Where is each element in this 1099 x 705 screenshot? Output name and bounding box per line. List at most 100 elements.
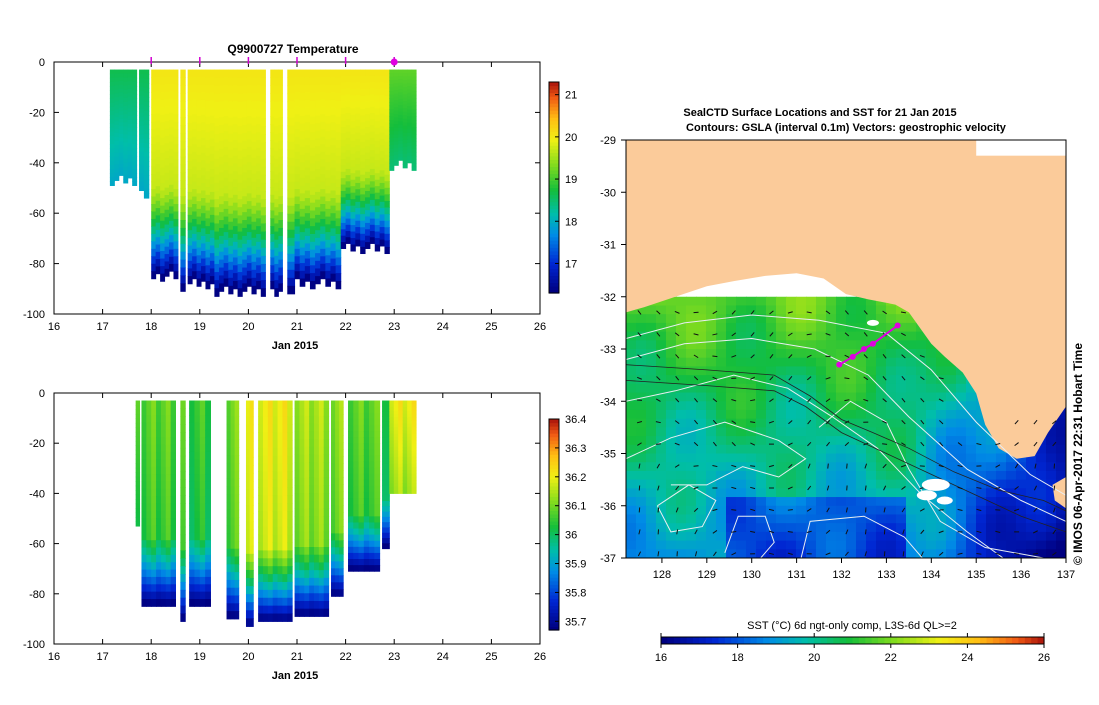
salinity-cell bbox=[382, 401, 390, 407]
temperature-cell bbox=[238, 78, 243, 87]
temperature-cell bbox=[350, 206, 355, 213]
sst-cell bbox=[1056, 549, 1067, 559]
sst-cell bbox=[666, 506, 677, 516]
salinity-cell bbox=[299, 485, 304, 493]
salinity-cell bbox=[268, 574, 273, 582]
temperature-cell bbox=[233, 77, 238, 85]
temperature-cell bbox=[238, 207, 243, 216]
salinity-cell bbox=[227, 494, 232, 502]
salinity-cell bbox=[394, 404, 399, 408]
temperature-cell bbox=[256, 101, 261, 109]
temperature-cell bbox=[110, 94, 115, 99]
sst-cell bbox=[836, 366, 847, 376]
sst-cell bbox=[826, 471, 837, 481]
salinity-cell bbox=[268, 416, 273, 424]
temperature-cell bbox=[370, 175, 375, 182]
temperature-cell bbox=[139, 178, 144, 183]
sst-colorbar-swatch bbox=[808, 637, 815, 644]
salinity-cell bbox=[359, 474, 365, 481]
salinity-cell bbox=[246, 497, 250, 506]
salinity-cell bbox=[389, 460, 394, 464]
salinity-cell bbox=[394, 444, 399, 448]
temperature-cell bbox=[110, 119, 115, 124]
sst-cell bbox=[856, 497, 867, 507]
temperature-cell bbox=[201, 236, 206, 244]
salinity-cell bbox=[299, 416, 304, 424]
salinity-cell bbox=[263, 582, 268, 590]
temperature-cell bbox=[210, 246, 215, 254]
temperature-cell bbox=[305, 70, 311, 78]
salinity-cell bbox=[309, 454, 314, 462]
sst-cell bbox=[876, 523, 887, 533]
salinity-cell bbox=[278, 495, 283, 503]
salinity-cell bbox=[403, 410, 408, 414]
salinity-cell bbox=[151, 401, 156, 409]
temperature-cell bbox=[119, 153, 124, 157]
temperature-cell bbox=[278, 133, 283, 141]
sst-cell bbox=[816, 384, 827, 394]
temperature-cell bbox=[110, 161, 115, 166]
temperature-cell bbox=[261, 167, 266, 176]
sst-cell bbox=[796, 506, 807, 516]
salinity-cell bbox=[263, 535, 268, 543]
sst-cell bbox=[686, 480, 697, 490]
temperature-cell bbox=[192, 226, 197, 234]
salinity-cell bbox=[250, 465, 254, 474]
salinity-cell bbox=[331, 491, 336, 498]
salinity-cell bbox=[146, 555, 151, 563]
sst-cell bbox=[686, 305, 697, 315]
temperature-cell bbox=[132, 90, 137, 95]
salinity-cell bbox=[227, 549, 232, 557]
salinity-cell bbox=[335, 512, 340, 519]
salinity-cell bbox=[324, 547, 329, 555]
salinity-cell bbox=[331, 512, 336, 519]
salinity-cell bbox=[394, 434, 399, 438]
temperature-cell bbox=[173, 249, 178, 257]
salinity-cell bbox=[205, 437, 211, 445]
temperature-cell bbox=[341, 178, 346, 185]
salinity-cell bbox=[156, 570, 161, 578]
temperature-cell bbox=[350, 108, 355, 115]
salinity-cell bbox=[146, 430, 151, 438]
sst-cell bbox=[896, 427, 907, 437]
temperature-cell bbox=[192, 219, 197, 227]
temperature-cell bbox=[160, 213, 165, 221]
temperature-cell bbox=[214, 102, 219, 111]
temperature-cell bbox=[336, 117, 342, 125]
salinity-cell bbox=[348, 480, 354, 487]
salinity-colorbar-swatch bbox=[549, 444, 559, 448]
sst-cell bbox=[1006, 514, 1017, 524]
sst-cell bbox=[776, 427, 787, 437]
salinity-cell bbox=[189, 474, 195, 482]
sst-cell bbox=[826, 297, 837, 307]
temperature-cell bbox=[315, 276, 321, 284]
temperature-cell bbox=[295, 219, 301, 227]
salinity-cell bbox=[353, 407, 359, 414]
salinity-cell bbox=[171, 489, 176, 497]
salinity-cell bbox=[369, 468, 375, 475]
temperature-cell bbox=[305, 77, 311, 85]
salinity-cell bbox=[250, 425, 254, 434]
sst-cell bbox=[886, 497, 897, 507]
temperature-cell bbox=[188, 246, 193, 254]
temperature-cell bbox=[180, 125, 185, 133]
salinity-cell bbox=[319, 562, 324, 570]
salinity-cell bbox=[382, 533, 390, 539]
temperature-cell bbox=[224, 232, 229, 240]
salinity-cell bbox=[263, 464, 268, 472]
temperature-cell bbox=[251, 110, 256, 119]
sst-cell bbox=[656, 480, 667, 490]
salinity-cell bbox=[353, 535, 359, 542]
salinity-cell bbox=[171, 430, 176, 438]
salinity-cell bbox=[295, 555, 300, 563]
temperature-cell bbox=[394, 128, 399, 132]
temperature-cell bbox=[238, 183, 243, 192]
salinity-cell bbox=[200, 481, 206, 489]
temperature-cell bbox=[380, 145, 385, 152]
temperature-cell bbox=[251, 118, 256, 127]
salinity-cell bbox=[339, 449, 344, 456]
salinity-cell bbox=[282, 590, 287, 598]
temperature-cell bbox=[233, 156, 238, 164]
salinity-cell bbox=[180, 590, 185, 598]
salinity-cell bbox=[227, 502, 232, 510]
